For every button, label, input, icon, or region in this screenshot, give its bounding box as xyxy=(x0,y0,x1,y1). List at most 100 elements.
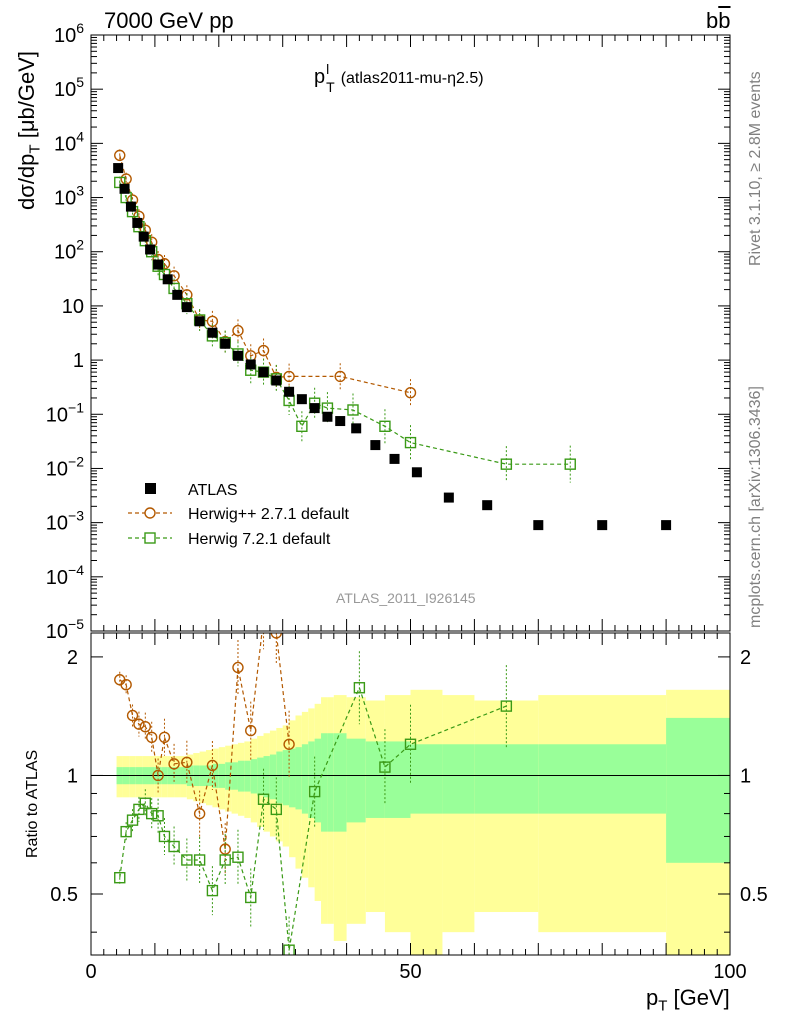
atlas-data-point xyxy=(533,520,544,531)
atlas-data-point xyxy=(207,327,218,338)
herwigpp-point xyxy=(257,344,270,357)
herwigpp-ratio-line xyxy=(119,633,290,850)
herwig7-ratio-point xyxy=(283,944,295,955)
atlas-data-point xyxy=(194,316,205,327)
legend-herwig7-label: Herwig 7.2.1 default xyxy=(188,531,331,548)
atlas-data-point xyxy=(322,411,333,422)
atlas-data-point xyxy=(132,217,143,228)
x-tick-label: 100 xyxy=(713,961,746,983)
herwigpp-ratio-point xyxy=(181,756,193,768)
herwigpp-ratio-point xyxy=(126,709,139,722)
x-tick-label: 0 xyxy=(85,961,96,983)
atlas-data-point xyxy=(172,289,183,300)
band-inner xyxy=(295,747,302,810)
x-label-sub: T xyxy=(658,997,668,1015)
herwigpp-ratio-point xyxy=(168,758,180,770)
y-tick-label-exp: 6 xyxy=(76,20,84,36)
y-tick-label-exp: 5 xyxy=(76,74,84,90)
atlas-data-point xyxy=(482,500,493,511)
process-bbar: b xyxy=(718,8,731,33)
rivet-version-label: Rivet 3.1.10, ≥ 2.8M events xyxy=(747,71,764,266)
atlas-data-point xyxy=(125,201,136,212)
legend-atlas-label: ATLAS xyxy=(188,482,238,499)
herwig7-ratio-point xyxy=(404,738,417,750)
y-tick-label-ratio-left: 1 xyxy=(67,765,78,787)
herwig7-ratio-point xyxy=(126,814,139,826)
atlas-data-point xyxy=(113,163,124,174)
band-inner xyxy=(314,738,322,823)
y-tick-label-main: 106 xyxy=(54,20,84,47)
atlas-data-point xyxy=(309,403,320,414)
legend-herwig7-marker xyxy=(144,532,156,544)
process-b: b xyxy=(706,8,719,33)
herwig7-point xyxy=(347,404,359,416)
title-p: p xyxy=(314,66,326,88)
title-sub: T xyxy=(326,79,335,95)
analysis-watermark: ATLAS_2011_I926145 xyxy=(336,590,476,606)
band-inner xyxy=(384,741,411,818)
y-tick-label-main: 104 xyxy=(54,128,84,155)
band-inner xyxy=(666,717,730,863)
band-inner xyxy=(321,733,328,832)
y-tick-label-main: 102 xyxy=(54,237,84,264)
x-label-text: p xyxy=(646,985,659,1010)
herwig7-ratio-point xyxy=(114,871,126,884)
y-label-main-sub: T xyxy=(26,144,44,154)
band-inner xyxy=(257,757,264,796)
band-inner xyxy=(346,738,366,823)
atlas-data-point xyxy=(181,302,192,313)
main-series-layer xyxy=(113,149,672,531)
herwig7-ratio-point xyxy=(152,810,164,822)
main-frame xyxy=(90,34,731,632)
y-tick-label-exp: −3 xyxy=(68,508,84,524)
atlas-data-point xyxy=(271,375,282,386)
band-inner xyxy=(333,733,347,832)
herwig7-ratio-point xyxy=(500,700,513,712)
atlas-data-point xyxy=(145,244,156,255)
band-inner xyxy=(250,759,258,794)
y-tick-label-main: 10−2 xyxy=(46,453,84,480)
herwig7-point xyxy=(564,458,576,470)
herwigpp-ratio-point xyxy=(206,759,219,772)
herwig7-ratio-point xyxy=(308,785,321,798)
herwigpp-ratio-point xyxy=(270,633,283,639)
y-tick-label-main: 10−3 xyxy=(46,508,84,535)
y-tick-label-main: 103 xyxy=(54,183,84,210)
y-axis-label-main: dσ/dpT [μb/GeV] xyxy=(14,51,43,210)
herwig7-ratio-point xyxy=(139,797,152,809)
y-tick-label-exp: −1 xyxy=(68,399,84,415)
atlas-data-point xyxy=(370,440,381,451)
band-inner xyxy=(301,744,309,814)
herwigpp-point xyxy=(283,370,295,383)
y-tick-label-main: 10−4 xyxy=(46,562,84,589)
atlas-data-point xyxy=(284,386,295,397)
y-tick-label-main: 10−5 xyxy=(46,616,84,643)
herwigpp-line xyxy=(119,155,411,394)
axis-ticks: 10610510410310210110−110−210−310−410−50.… xyxy=(46,20,768,983)
herwigpp-ratio-point xyxy=(193,807,206,820)
title-sup: l xyxy=(326,61,330,77)
band-inner xyxy=(244,760,251,792)
band-inner xyxy=(442,744,475,814)
herwigpp-ratio-point xyxy=(245,724,257,737)
ratio-series-layer xyxy=(114,633,513,955)
herwig7-ratio-point xyxy=(245,891,257,904)
band-inner xyxy=(237,760,245,792)
band-inner xyxy=(538,744,667,814)
herwigpp-ratio-point xyxy=(152,769,164,782)
herwig7-ratio-line xyxy=(119,686,507,951)
y-tick-label-ratio-right: 2 xyxy=(740,647,751,669)
atlas-data-point xyxy=(411,467,422,478)
x-label-unit: [GeV] xyxy=(673,985,730,1010)
herwig7-ratio-point xyxy=(257,793,270,805)
herwigpp-point xyxy=(232,324,244,337)
herwig7-ratio-point xyxy=(146,807,158,820)
legend: ATLAS Herwig++ 2.7.1 default Herwig 7.2.1 … xyxy=(128,482,350,548)
y-tick-label-exp: 2 xyxy=(76,237,84,253)
y-label-main-unit: [μb/GeV] xyxy=(14,51,39,139)
process-label: bb xyxy=(706,8,731,34)
band-inner xyxy=(308,741,315,818)
band-inner xyxy=(474,744,539,814)
